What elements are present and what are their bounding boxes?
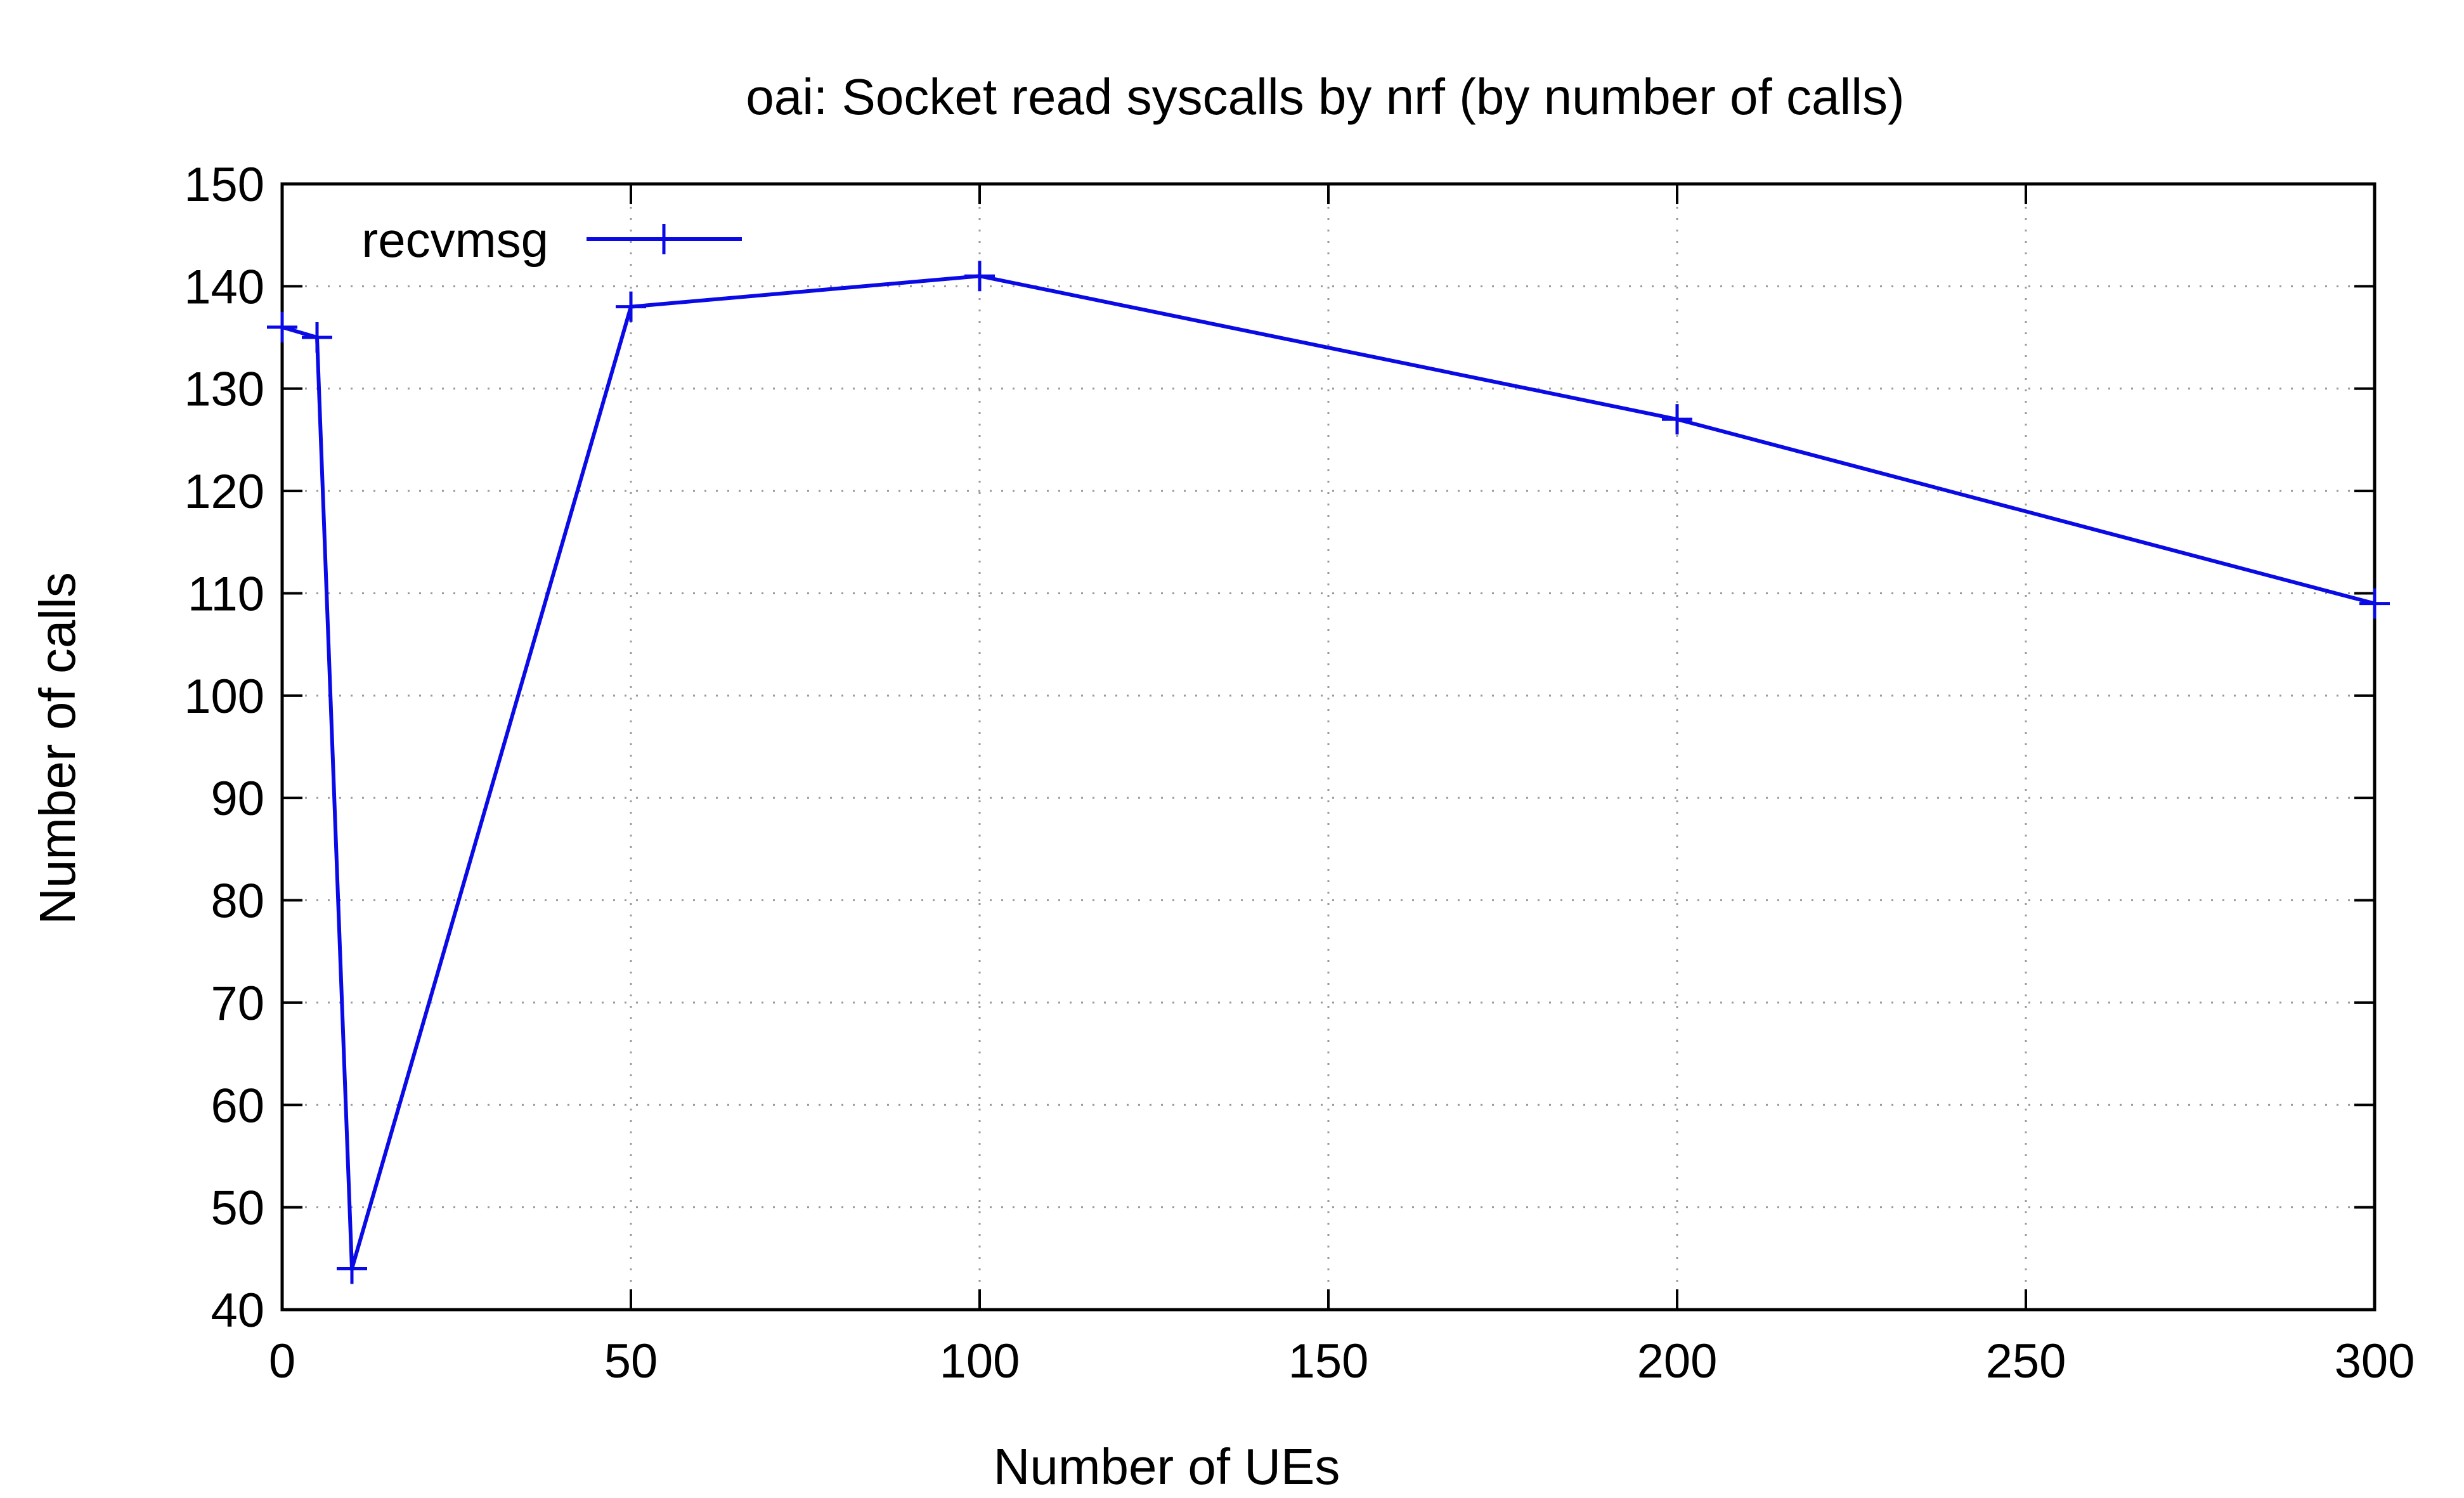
y-tick-label: 90 (211, 772, 264, 826)
y-tick-label: 140 (184, 260, 264, 314)
y-tick-label: 110 (188, 567, 264, 621)
data-point (616, 291, 646, 322)
tick-marks (281, 183, 2376, 1311)
y-axis-label: Number of calls (29, 572, 86, 925)
x-tick-label: 300 (2335, 1334, 2415, 1388)
legend-label-recvmsg: recvmsg (361, 212, 548, 268)
data-point (964, 261, 995, 292)
y-tick-label: 120 (184, 465, 264, 519)
y-tick-labels: 40 50 60 70 80 90 100 110 120 130 140 150 (184, 158, 264, 1338)
x-tick-label: 200 (1637, 1334, 1718, 1388)
plot-frame (280, 182, 2376, 1312)
chart-title: oai: Socket read syscalls by nrf (by num… (746, 68, 1904, 125)
x-tick-label: 50 (604, 1334, 658, 1388)
y-tick-label: 100 (184, 670, 264, 724)
y-tick-label: 70 (211, 977, 264, 1031)
x-tick-label: 0 (269, 1334, 295, 1388)
legend-marker-plus-icon (649, 224, 679, 254)
x-tick-label: 100 (940, 1334, 1020, 1388)
x-tick-labels: 0 50 100 150 200 250 300 (269, 1334, 2415, 1388)
data-point (267, 311, 297, 342)
data-point (337, 1253, 367, 1284)
x-tick-label: 250 (1986, 1334, 2066, 1388)
y-tick-label: 130 (184, 363, 264, 417)
x-tick-label: 150 (1288, 1334, 1369, 1388)
y-tick-label: 40 (211, 1284, 264, 1338)
data-point (1662, 404, 1692, 435)
y-tick-label: 150 (184, 158, 264, 212)
x-axis-label: Number of UEs (994, 1438, 1340, 1495)
grid (282, 184, 2375, 1310)
y-tick-label: 80 (211, 875, 264, 928)
legend: recvmsg (361, 212, 742, 268)
data-point (2359, 588, 2390, 619)
y-tick-label: 50 (211, 1182, 264, 1235)
y-tick-label: 60 (211, 1079, 264, 1133)
series-group (267, 261, 2390, 1284)
data-point (302, 322, 332, 353)
